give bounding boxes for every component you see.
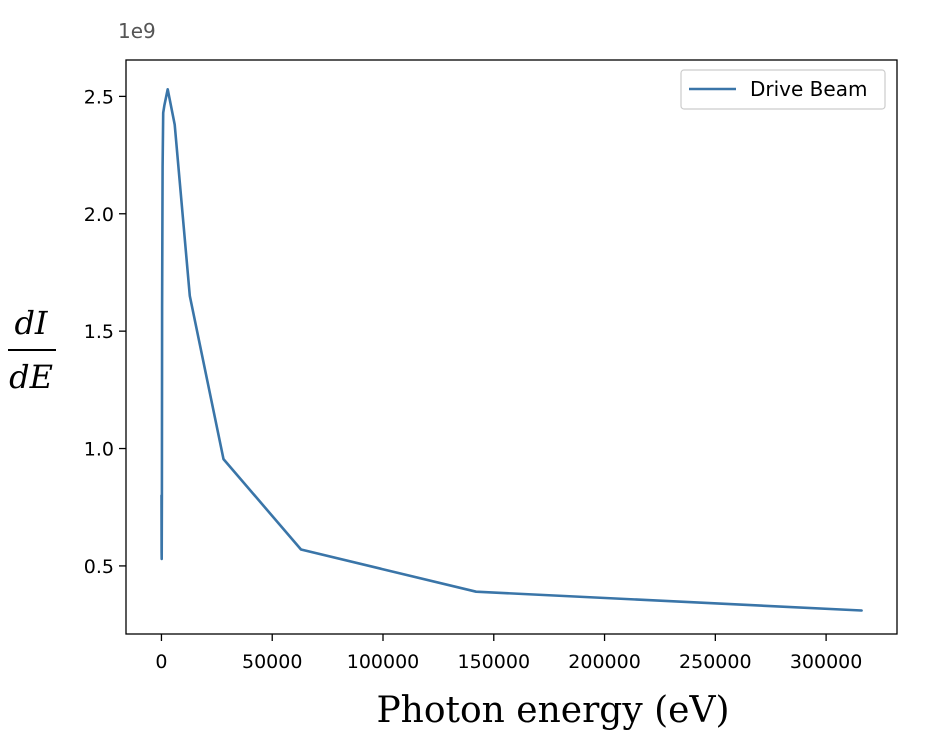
x-axis-ticks: 0 50000 100000 150000 200000 250000 300000	[155, 634, 862, 673]
y-axis-label-numerator: dI	[14, 304, 48, 342]
x-tick-label: 0	[155, 651, 167, 673]
series-line-0	[160, 88, 863, 612]
series-layer	[160, 88, 863, 612]
y-axis-ticks: 0.5 1.0 1.5 2.0 2.5	[84, 86, 126, 578]
x-tick-label: 50000	[242, 651, 302, 673]
y-tick-label: 1.0	[84, 439, 114, 461]
x-tick-label: 200000	[568, 651, 641, 673]
legend-entry-drive-beam: Drive Beam	[750, 77, 867, 101]
x-tick-label: 250000	[679, 651, 752, 673]
x-axis-label: Photon energy (eV)	[376, 690, 729, 731]
legend-box	[680, 69, 886, 110]
y-tick-label: 2.0	[84, 204, 114, 226]
plot-frame	[125, 59, 898, 635]
plot-area	[126, 60, 897, 634]
legend: Drive Beam	[680, 69, 886, 110]
y-axis-label: dI dE	[8, 304, 56, 396]
y-axis-label-denominator: dE	[9, 358, 53, 396]
x-tick-label: 300000	[790, 651, 863, 673]
y-tick-label: 1.5	[84, 321, 114, 343]
y-tick-label: 2.5	[84, 86, 114, 108]
y-offset-label: 1e9	[118, 19, 156, 43]
x-tick-label: 150000	[458, 651, 531, 673]
x-tick-label: 100000	[347, 651, 420, 673]
y-tick-label: 0.5	[84, 556, 114, 578]
